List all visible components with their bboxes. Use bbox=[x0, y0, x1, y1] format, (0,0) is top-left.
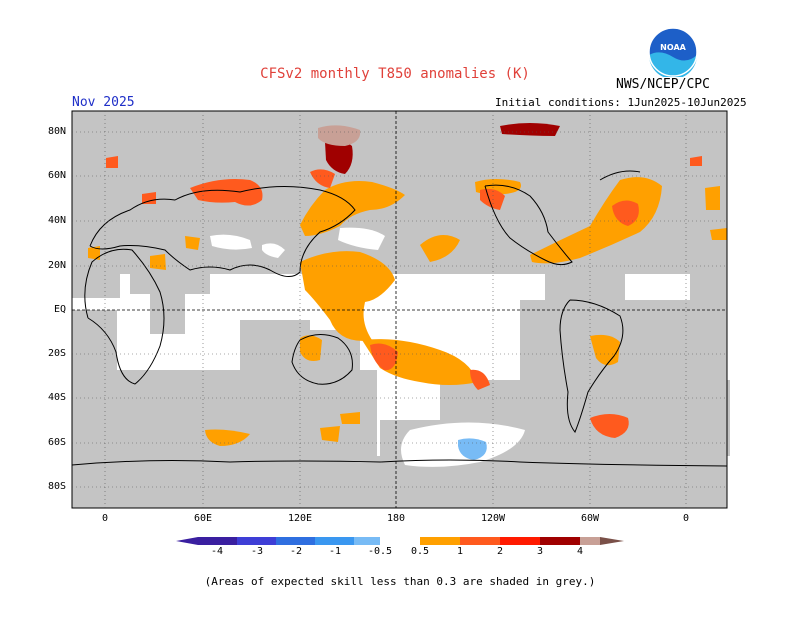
colorbar-label: 2 bbox=[496, 546, 504, 557]
colorbar-label: 1 bbox=[456, 546, 464, 557]
lat-label: 60S bbox=[47, 437, 66, 448]
colorbar-label: -0.5 bbox=[367, 546, 393, 557]
lon-label: 120E bbox=[287, 513, 313, 524]
anomaly-1-2 bbox=[106, 156, 702, 438]
equator-dateline bbox=[72, 111, 727, 508]
coastlines bbox=[71, 170, 728, 467]
lat-label: 60N bbox=[47, 170, 66, 181]
lon-label: 60W bbox=[580, 513, 600, 524]
anomaly-0p5-1 bbox=[88, 177, 727, 446]
colorbar-label: -4 bbox=[210, 546, 224, 557]
lat-label: 40S bbox=[47, 392, 66, 403]
chart-title: CFSv2 monthly T850 anomalies (K) bbox=[260, 66, 530, 82]
noaa-logo-text: NOAA bbox=[660, 43, 686, 52]
lon-label: 120W bbox=[480, 513, 506, 524]
map-frame bbox=[71, 110, 728, 509]
lon-label: 0 bbox=[682, 513, 690, 524]
forecast-period: Nov 2025 bbox=[72, 95, 135, 110]
anomaly-neg-0p5-1 bbox=[458, 438, 487, 460]
agency-label: NWS/NCEP/CPC bbox=[616, 77, 710, 92]
initial-conditions: Initial conditions: 1Jun2025-10Jun2025 bbox=[495, 96, 747, 109]
lat-label: 20S bbox=[47, 348, 66, 359]
lat-label: 80N bbox=[47, 126, 66, 137]
colorbar-label: 3 bbox=[536, 546, 544, 557]
colorbar bbox=[176, 537, 624, 545]
lon-label: 0 bbox=[101, 513, 109, 524]
lon-label: 60E bbox=[193, 513, 213, 524]
skill-footnote: (Areas of expected skill less than 0.3 a… bbox=[204, 575, 596, 588]
colorbar-label: 4 bbox=[576, 546, 584, 557]
colorbar-label: 0.5 bbox=[410, 546, 430, 557]
lat-label: 40N bbox=[47, 215, 66, 226]
lat-label: EQ bbox=[53, 304, 66, 315]
noaa-logo: NOAA bbox=[648, 27, 698, 77]
anomaly-3-4 bbox=[318, 125, 361, 146]
lat-label: 20N bbox=[47, 260, 66, 271]
anomaly-2-3 bbox=[325, 123, 560, 174]
lat-label: 80S bbox=[47, 481, 66, 492]
colorbar-label: -3 bbox=[250, 546, 264, 557]
lon-label: 180 bbox=[386, 513, 406, 524]
colorbar-label: -2 bbox=[289, 546, 303, 557]
colorbar-label: -1 bbox=[328, 546, 342, 557]
